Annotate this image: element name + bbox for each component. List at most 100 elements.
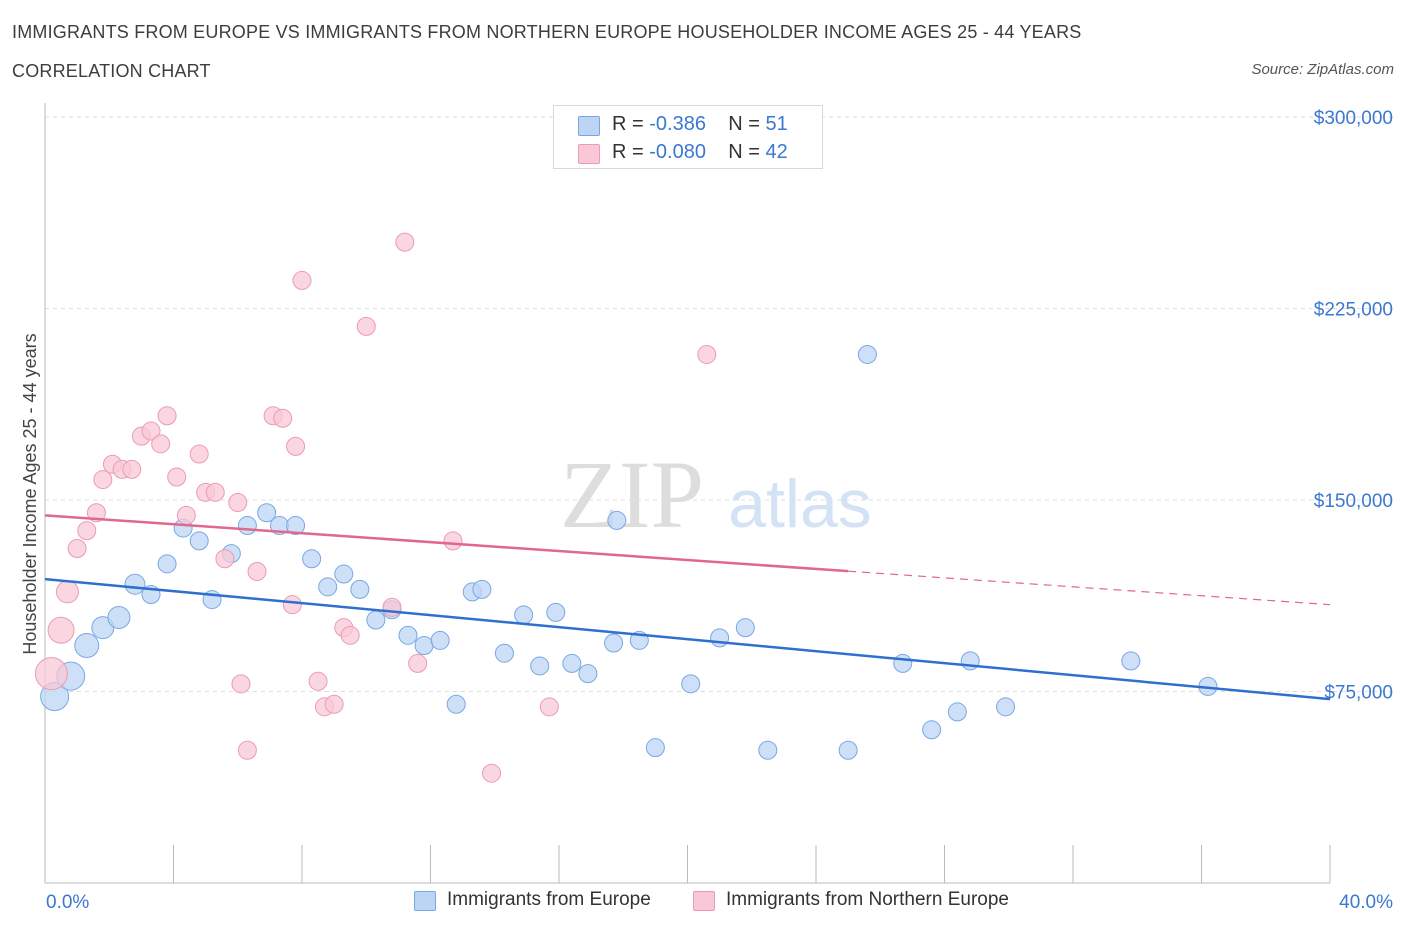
- northern-point: [67, 539, 87, 559]
- europe-point: [546, 602, 566, 622]
- europe-point: [286, 516, 306, 536]
- northern-point: [340, 625, 360, 645]
- northern-point: [34, 657, 68, 691]
- northern-point: [539, 697, 559, 717]
- northern-point: [247, 561, 267, 581]
- europe-point: [1121, 651, 1141, 671]
- northern-point: [205, 482, 225, 502]
- source-label: Source: ZipAtlas.com: [1251, 61, 1394, 78]
- legend-n-value: 42: [765, 141, 788, 163]
- europe-point: [257, 503, 277, 523]
- northern-point: [77, 521, 97, 541]
- legend-swatch-northern: [578, 144, 600, 164]
- bottom-legend-swatch-europe: [414, 891, 436, 911]
- northern-point: [237, 740, 257, 760]
- europe-point: [318, 577, 338, 597]
- tick-labels: $75,000 $150,000 $225,000 $300,000 0.0% 40.0%: [46, 108, 1393, 913]
- northern-point: [122, 459, 142, 479]
- northern-point: [189, 444, 209, 464]
- legend-r-value: -0.386: [649, 113, 706, 135]
- x-tick-label: 0.0%: [46, 892, 89, 913]
- y-tick-label: $150,000: [1314, 491, 1393, 512]
- europe-point: [857, 344, 877, 364]
- northern-point: [167, 467, 187, 487]
- series-europe-points: [40, 344, 1218, 760]
- northern-point: [157, 406, 177, 426]
- europe-point: [893, 653, 913, 673]
- trend-lines: [44, 514, 1331, 701]
- northern-point: [231, 674, 251, 694]
- y-axis-label: Householder Income Ages 25 - 44 years: [20, 333, 40, 654]
- europe-trend-line: [44, 577, 1331, 701]
- europe-point: [237, 516, 257, 536]
- europe-point: [334, 564, 354, 584]
- watermark-zip: ZIP: [560, 441, 704, 548]
- y-tick-label: $225,000: [1314, 300, 1393, 321]
- europe-point: [430, 630, 450, 650]
- europe-point: [645, 738, 665, 758]
- europe-point: [189, 531, 209, 551]
- europe-point: [922, 720, 942, 740]
- northern-point: [93, 470, 113, 490]
- legend-r-label: R =: [612, 113, 650, 135]
- europe-point: [366, 610, 386, 630]
- europe-point: [947, 702, 967, 722]
- legend-n-label: N =: [728, 141, 766, 163]
- northern-point: [443, 531, 463, 551]
- europe-point: [514, 605, 534, 625]
- northern-point: [228, 493, 248, 513]
- y-tick-label: $75,000: [1324, 683, 1393, 704]
- northern-point: [215, 549, 235, 569]
- europe-point: [996, 697, 1016, 717]
- northern-trend-extension: [848, 570, 1331, 606]
- series-northern-points: [34, 232, 717, 783]
- northern-point: [286, 436, 306, 456]
- northern-point: [151, 434, 171, 454]
- correlation-legend: R = -0.386 N = 51 R = -0.080 N = 42: [553, 105, 823, 169]
- northern-trend-line: [44, 514, 849, 573]
- northern-point: [697, 344, 717, 364]
- chart-subtitle: CORRELATION CHART: [12, 61, 211, 81]
- legend-swatch-europe: [578, 116, 600, 136]
- europe-point: [562, 653, 582, 673]
- axes: [44, 103, 1331, 884]
- europe-point: [302, 549, 322, 569]
- northern-point: [408, 653, 428, 673]
- northern-point: [395, 232, 415, 252]
- gridlines: [45, 116, 1393, 692]
- x-tick-label: 40.0%: [1339, 892, 1393, 913]
- bottom-legend-swatch-northern: [693, 891, 715, 911]
- europe-point: [681, 674, 701, 694]
- northern-point: [47, 616, 75, 644]
- europe-point: [124, 573, 146, 595]
- europe-point: [758, 740, 778, 760]
- europe-point: [74, 633, 100, 659]
- europe-point: [157, 554, 177, 574]
- watermark-atlas: atlas: [728, 466, 872, 542]
- europe-point: [530, 656, 550, 676]
- bottom-legend-label-europe: Immigrants from Europe: [447, 889, 651, 910]
- europe-point: [710, 628, 730, 648]
- northern-point: [273, 408, 293, 428]
- europe-point: [446, 694, 466, 714]
- northern-point: [356, 316, 376, 336]
- northern-point: [308, 671, 328, 691]
- northern-point: [282, 595, 302, 615]
- legend-r-label: R =: [612, 141, 650, 163]
- europe-point: [398, 625, 418, 645]
- northern-point: [292, 270, 312, 290]
- europe-point: [735, 618, 755, 638]
- northern-point: [55, 580, 79, 604]
- northern-point: [176, 505, 196, 525]
- northern-point: [382, 597, 402, 617]
- northern-point: [86, 503, 106, 523]
- chart-title: IMMIGRANTS FROM EUROPE VS IMMIGRANTS FRO…: [12, 22, 1082, 42]
- europe-point: [107, 605, 131, 629]
- legend-n-label: N =: [728, 113, 766, 135]
- europe-point: [838, 740, 858, 760]
- europe-point: [494, 643, 514, 663]
- y-axis-label-group: Householder Income Ages 25 - 44 years: [20, 333, 40, 654]
- europe-point: [472, 579, 492, 599]
- legend-r-value: -0.080: [649, 141, 706, 163]
- legend-n-value: 51: [765, 113, 788, 135]
